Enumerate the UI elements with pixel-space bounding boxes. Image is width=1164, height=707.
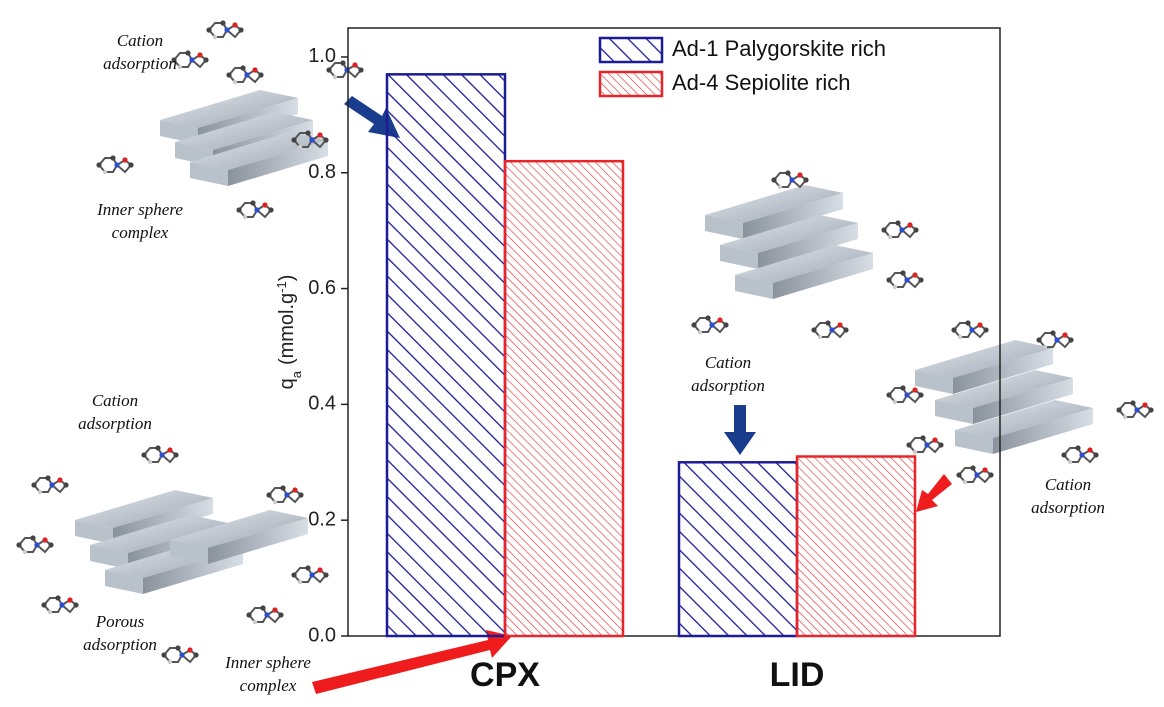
annotation: adsorption (83, 635, 157, 654)
molecule (161, 645, 198, 664)
molecule (236, 200, 273, 219)
annotation: Inner sphere (96, 200, 183, 219)
arrow (312, 630, 512, 694)
y-axis-label-part: a (289, 370, 304, 378)
annotation: complex (240, 676, 297, 695)
x-tick-label: LID (770, 656, 825, 694)
bar (795, 455, 917, 638)
annotation: adsorption (1031, 498, 1105, 517)
plot-frame (347, 27, 1001, 637)
molecule (31, 475, 68, 494)
molecule (41, 595, 78, 614)
molecule (141, 445, 178, 464)
annotation: adsorption (691, 376, 765, 395)
molecule (886, 385, 923, 404)
annotation: Inner sphere (224, 653, 311, 672)
molecule (1116, 400, 1153, 419)
bar (503, 159, 625, 638)
y-axis-label-part: ) (276, 275, 298, 282)
molecule (246, 605, 283, 624)
legend-swatch (598, 36, 664, 64)
legend-label: Ad-1 Palygorskite rich (672, 36, 886, 61)
y-tick-label: 0.4 (308, 393, 336, 415)
annotation: Cation (117, 31, 163, 50)
bar (677, 461, 799, 638)
arrow (724, 405, 756, 455)
annotation: Porous (95, 612, 145, 631)
molecule (16, 535, 53, 554)
annotation: Cation (92, 391, 138, 410)
y-tick-label: 0.2 (308, 508, 336, 530)
legend-label: Ad-4 Sepiolite rich (672, 70, 851, 95)
annotation: adsorption (103, 54, 177, 73)
arrow (916, 474, 952, 512)
molecule (96, 155, 133, 174)
annotation: Cation (1045, 475, 1091, 494)
bar (385, 73, 507, 638)
molecule (956, 465, 993, 484)
molecule (1061, 445, 1098, 464)
molecule (886, 270, 923, 289)
molecule (291, 565, 328, 584)
molecule (951, 320, 988, 339)
y-axis-label-part: (mmol.g (276, 293, 298, 365)
molecule (171, 50, 208, 69)
y-tick-label: 0.6 (308, 277, 336, 299)
y-tick-label: 1.0 (308, 45, 336, 67)
annotation: Cation (705, 353, 751, 372)
annotation: adsorption (78, 414, 152, 433)
legend-swatch (598, 70, 664, 98)
molecule (691, 315, 728, 334)
y-tick-label: 0.8 (308, 161, 336, 183)
annotation: complex (112, 223, 169, 242)
y-axis-label-part: -1 (274, 281, 289, 293)
molecule (206, 20, 243, 39)
molecule (881, 220, 918, 239)
molecule (266, 485, 303, 504)
molecule (811, 320, 848, 339)
x-tick-label: CPX (470, 656, 540, 694)
y-tick-label: 0.0 (308, 624, 336, 646)
y-axis-label: qa (mmol.g-1) (274, 275, 304, 390)
molecule (906, 435, 943, 454)
y-axis-label-part: q (276, 378, 298, 389)
molecule (226, 65, 263, 84)
